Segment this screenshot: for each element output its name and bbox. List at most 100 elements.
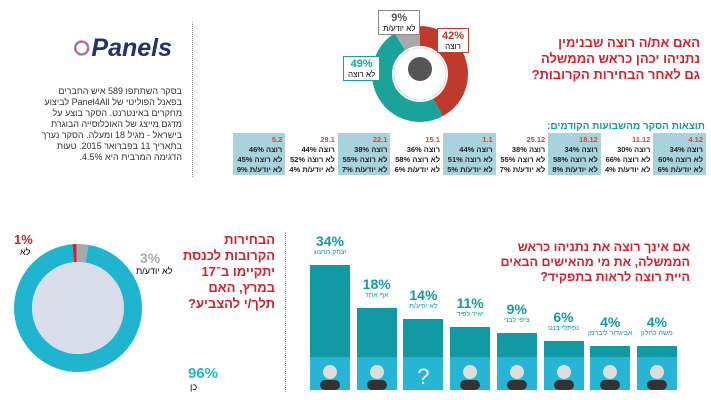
- row-dk: לא יודע/ת 4%: [604, 165, 651, 174]
- logo-text: Panels: [91, 33, 172, 62]
- row-yes: רוצה 44%: [301, 145, 335, 154]
- row-dk: לא יודע/ת 4%: [289, 165, 335, 174]
- row-no: לא רוצה 55%: [500, 155, 546, 164]
- q2-yes-pct: 96%: [188, 365, 219, 382]
- date: 22.1: [372, 135, 388, 144]
- bar-label: 4% אביגדור ליברמן: [588, 314, 633, 338]
- history-column: 4.12 רוצה 34% לא רוצה 60% לא יודע/ת 6%: [653, 133, 706, 175]
- q1-label-dk: 9% לא יודע/ת: [378, 10, 421, 35]
- portrait-icon: [408, 57, 432, 81]
- person-icon: [600, 365, 621, 390]
- row-yes: רוצה 46%: [248, 145, 283, 154]
- q2-no-label: לא: [20, 247, 31, 257]
- candidate-portrait: ?: [403, 357, 444, 390]
- q2-yes-label: כן: [190, 382, 198, 392]
- row-yes: רוצה 36%: [406, 145, 441, 154]
- person-icon: [460, 365, 481, 390]
- person-icon: [320, 365, 340, 390]
- slice-1: [372, 26, 468, 122]
- row-yes: רוצה 38%: [511, 145, 546, 154]
- bar-label: 18% אף אחד: [362, 276, 391, 300]
- date: 5.2: [271, 135, 283, 144]
- history-column: 11.12 רוצה 30% לא רוצה 66% לא יודע/ת 4%: [601, 133, 654, 175]
- candidate-portrait: [310, 357, 350, 390]
- row-dk: לא יודע/ת 7%: [499, 165, 546, 174]
- bar-label: 6% נפתלי בנט: [548, 308, 579, 332]
- divider: [192, 22, 193, 177]
- row-no: לא רוצה 58%: [552, 155, 598, 164]
- person-icon: [366, 365, 387, 390]
- row-dk: לא יודע/ת 8%: [552, 165, 598, 174]
- bar-6: [590, 346, 631, 357]
- row-no: לא רוצה 45%: [237, 155, 283, 164]
- date: 15.1: [425, 135, 441, 144]
- person-icon: [646, 365, 667, 390]
- date: 18.12: [579, 135, 598, 144]
- date: 11.12: [632, 135, 651, 144]
- date: 4.12: [688, 135, 703, 144]
- bar-1: [356, 308, 397, 357]
- logo-icon: [74, 40, 90, 56]
- bar-label: 34% יצחק הרצוג: [313, 233, 347, 257]
- history-column: 5.2 רוצה 46% לא רוצה 45% לא יודע/ת 9%: [232, 133, 286, 175]
- q2-dk-pct: 3%: [140, 250, 161, 266]
- row-no: לא רוצה 55%: [342, 155, 388, 164]
- row-dk: לא יודע/ת 9%: [236, 165, 283, 174]
- row-no: לא רוצה 60%: [658, 155, 703, 164]
- history-column: 15.1 רוצה 36% לא רוצה 58% לא יודע/ת 6%: [390, 133, 443, 175]
- row-yes: רוצה 44%: [459, 145, 493, 154]
- candidate-portrait: [543, 357, 584, 390]
- q2-dk-label: לא יודע/ת: [136, 266, 173, 276]
- slice-2: [14, 244, 142, 372]
- q2-title: הבחירות הקרובות לכנסת יתקיימו ב־17 במרץ,…: [182, 232, 275, 311]
- bar-label: 9% ציפי לבני: [503, 300, 530, 324]
- history-title: תוצאות הסקר מהשבועות הקודמים:: [547, 121, 705, 132]
- slice-2: [372, 26, 468, 122]
- row-yes: רוצה 38%: [354, 145, 388, 154]
- history-column: 29.1 רוצה 44% לא רוצה 52% לא יודע/ת 4%: [285, 133, 338, 175]
- bar-2: [403, 319, 444, 357]
- q1-label-yes: 42% רוצה: [437, 28, 470, 53]
- q1-label-no: 49% לא רוצה: [343, 56, 381, 81]
- survey-description: בסקר השתתפו 589 איש החברים בפאנל הפוליטי…: [41, 86, 182, 162]
- date: 25.12: [526, 135, 546, 144]
- bar-label: 14% לא יודע/ת: [409, 287, 438, 311]
- panels-logo: Panels: [72, 32, 172, 64]
- history-column: 18.12 רוצה 34% לא רוצה 58% לא יודע/ת 8%: [548, 133, 601, 175]
- date: 1.1: [482, 135, 493, 144]
- row-yes: רוצה 30%: [617, 145, 651, 154]
- bar-5: [543, 340, 584, 357]
- candidate-portrait: [636, 357, 677, 390]
- q1-title: האם את/ה רוצה שבנימין נתניהו יכהן כראש ה…: [531, 35, 700, 82]
- row-dk: לא יודע/ת 7%: [342, 165, 388, 174]
- candidate-portrait: [590, 357, 631, 390]
- history-column: 25.12 רוצה 38% לא רוצה 55% לא יודע/ת 7%: [496, 133, 549, 175]
- history-column: 1.1 רוצה 44% לא רוצה 51% לא יודע/ת 5%: [443, 133, 496, 175]
- row-no: לא רוצה 58%: [395, 155, 441, 164]
- q1-donut: [372, 26, 468, 122]
- row-yes: רוצה 34%: [669, 145, 703, 154]
- history-column: 22.1 רוצה 38% לא רוצה 55% לא יודע/ת 7%: [337, 133, 391, 175]
- row-no: לא רוצה 51%: [447, 155, 493, 164]
- date: 29.1: [320, 135, 335, 144]
- row-dk: לא יודע/ת 6%: [394, 165, 441, 174]
- row-dk: לא יודע/ת 5%: [447, 165, 493, 174]
- q3-title: אם אינך רוצה את נתניהו כראש הממשלה, את מ…: [500, 240, 690, 284]
- bar-label: 11% יאיר לפיד: [456, 295, 484, 319]
- q2-no-pct: 1%: [14, 232, 33, 247]
- q2-donut: [14, 244, 142, 372]
- row-yes: רוצה 34%: [564, 145, 598, 154]
- row-no: לא רוצה 66%: [605, 155, 651, 164]
- person-icon: [553, 365, 574, 390]
- row-dk: לא יודע/ת 6%: [657, 165, 703, 174]
- bar-label: 4% משה כחלון: [640, 314, 673, 338]
- bar-7: [636, 346, 677, 357]
- bar-0: [310, 265, 350, 357]
- row-no: לא רוצה 52%: [290, 155, 335, 164]
- candidate-portrait: [450, 357, 491, 390]
- bar-4: [496, 332, 537, 357]
- bar-3: [450, 327, 491, 357]
- candidate-portrait: [496, 357, 537, 390]
- divider: [285, 232, 286, 392]
- history-table: 4.12 רוצה 34% לא רוצה 60% לא יודע/ת 6% 11.12…: [232, 133, 706, 175]
